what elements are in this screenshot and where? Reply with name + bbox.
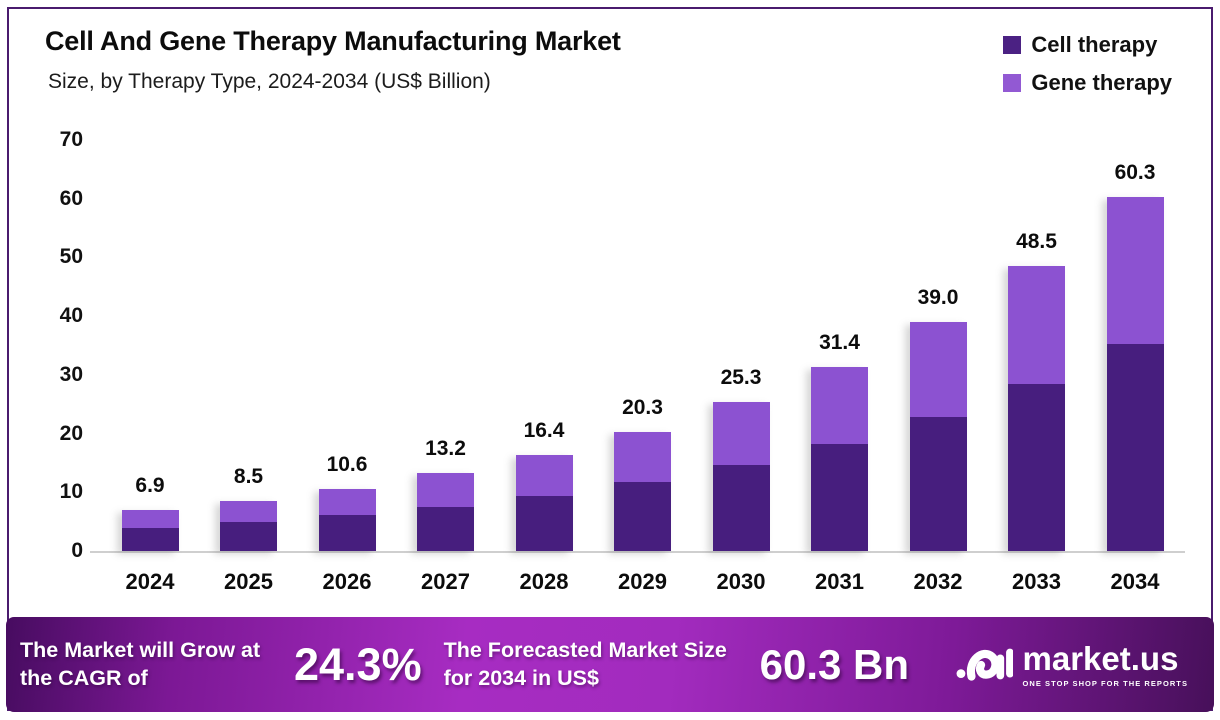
legend-label: Gene therapy <box>1031 70 1172 95</box>
cell-therapy-segment <box>515 496 573 551</box>
bar-value-label: 60.3 <box>1114 161 1156 184</box>
page-title: Cell And Gene Therapy Manufacturing Mark… <box>45 26 621 56</box>
brand-name: market.us <box>1022 639 1179 677</box>
footer-banner: The Market will Grow at the CAGR of 24.3… <box>6 617 1214 712</box>
x-axis-tick: 2033 <box>1012 569 1061 594</box>
gene-therapy-swatch-icon <box>1003 74 1022 92</box>
cell-therapy-swatch-icon <box>1003 36 1022 54</box>
gene-therapy-segment <box>1106 197 1164 344</box>
gene-therapy-segment <box>318 489 376 515</box>
page-subtitle: Size, by Therapy Type, 2024-2034 (US$ Bi… <box>48 70 491 93</box>
x-axis-tick: 2034 <box>1110 569 1160 594</box>
bar-value-label: 31.4 <box>819 331 860 354</box>
gene-therapy-segment <box>121 510 179 528</box>
brand-text: market.us ONE STOP SHOP FOR THE REPORTS <box>1023 642 1188 688</box>
gene-therapy-segment <box>712 402 770 465</box>
legend: Cell therapy Gene therapy <box>1003 32 1172 96</box>
gene-therapy-segment <box>1008 266 1065 384</box>
marketus-swirl-icon <box>956 648 1013 681</box>
forecast-label: The Forecasted Market Size for 2034 in U… <box>443 637 727 690</box>
bar-2026 <box>318 489 376 551</box>
bar-2029 <box>614 432 671 551</box>
cell-therapy-segment <box>1106 344 1164 551</box>
bar-value-label: 39.0 <box>917 286 959 309</box>
bar-value-label: 16.4 <box>523 419 565 442</box>
gene-therapy-segment <box>417 473 474 507</box>
gene-therapy-segment <box>614 432 671 482</box>
stacked-bar-chart: 0 10 20 30 40 50 60 70 6.9 2024 8.5 2025 10.6 2026 13.… <box>60 128 1190 594</box>
x-axis-tick: 2024 <box>125 569 175 594</box>
bar-2031 <box>811 367 868 551</box>
cell-therapy-segment <box>712 465 770 551</box>
bar-value-label: 25.3 <box>720 366 762 389</box>
y-axis-tick: 60 <box>59 186 83 210</box>
cell-therapy-segment <box>220 522 277 551</box>
bar-value-label: 48.5 <box>1016 230 1057 253</box>
y-axis-tick: 30 <box>59 362 83 386</box>
legend-item-cell-therapy: Cell therapy <box>1003 32 1172 58</box>
x-axis-tick: 2031 <box>815 569 864 594</box>
x-axis-tick: 2032 <box>913 569 963 594</box>
cell-therapy-segment <box>1008 384 1065 551</box>
bar-value-label: 8.5 <box>233 465 264 488</box>
marketus-logo: market.us ONE STOP SHOP FOR THE REPORTS <box>955 641 1188 689</box>
x-axis-tick: 2027 <box>421 569 470 594</box>
bar-2034 <box>1106 197 1164 551</box>
brand-tagline: ONE STOP SHOP FOR THE REPORTS <box>1022 678 1188 688</box>
bar-2033 <box>1008 266 1065 551</box>
bar-2027 <box>417 473 474 551</box>
cell-therapy-segment <box>614 482 671 551</box>
cell-therapy-segment <box>909 417 967 551</box>
bar-2030 <box>712 402 770 551</box>
legend-item-gene-therapy: Gene therapy <box>1003 70 1172 96</box>
y-axis-tick: 50 <box>59 245 83 269</box>
cell-therapy-segment <box>121 528 179 551</box>
gene-therapy-segment <box>811 367 868 444</box>
bar-value-label: 6.9 <box>135 474 165 497</box>
y-axis-tick: 70 <box>59 128 83 151</box>
x-axis-line <box>90 551 1185 553</box>
x-axis-tick: 2026 <box>322 569 372 594</box>
y-axis-tick: 0 <box>71 539 83 562</box>
cagr-value: 24.3% <box>294 638 422 690</box>
legend-label: Cell therapy <box>1031 32 1158 57</box>
cell-therapy-segment <box>318 515 376 551</box>
bar-2032 <box>909 322 967 551</box>
bar-value-label: 10.6 <box>326 453 368 476</box>
bar-2024 <box>121 510 179 551</box>
gene-therapy-segment <box>909 322 967 417</box>
forecast-value: 60.3 Bn <box>759 640 910 688</box>
cell-therapy-segment <box>417 507 474 551</box>
y-axis-tick: 10 <box>59 480 83 504</box>
x-axis-tick: 2028 <box>519 569 569 594</box>
cell-therapy-segment <box>811 444 868 551</box>
bar-2025 <box>220 501 277 551</box>
gene-therapy-segment <box>220 501 277 522</box>
x-axis-tick: 2025 <box>224 569 273 594</box>
x-axis-tick: 2030 <box>716 569 766 594</box>
y-axis-tick: 20 <box>59 421 83 445</box>
bar-value-label: 13.2 <box>425 437 466 460</box>
y-axis-tick: 40 <box>59 304 83 328</box>
cagr-label: The Market will Grow at the CAGR of <box>20 637 261 690</box>
x-axis-tick: 2029 <box>618 569 667 594</box>
gene-therapy-segment <box>515 455 573 496</box>
bar-value-label: 20.3 <box>622 396 663 419</box>
bar-2028 <box>515 455 573 551</box>
